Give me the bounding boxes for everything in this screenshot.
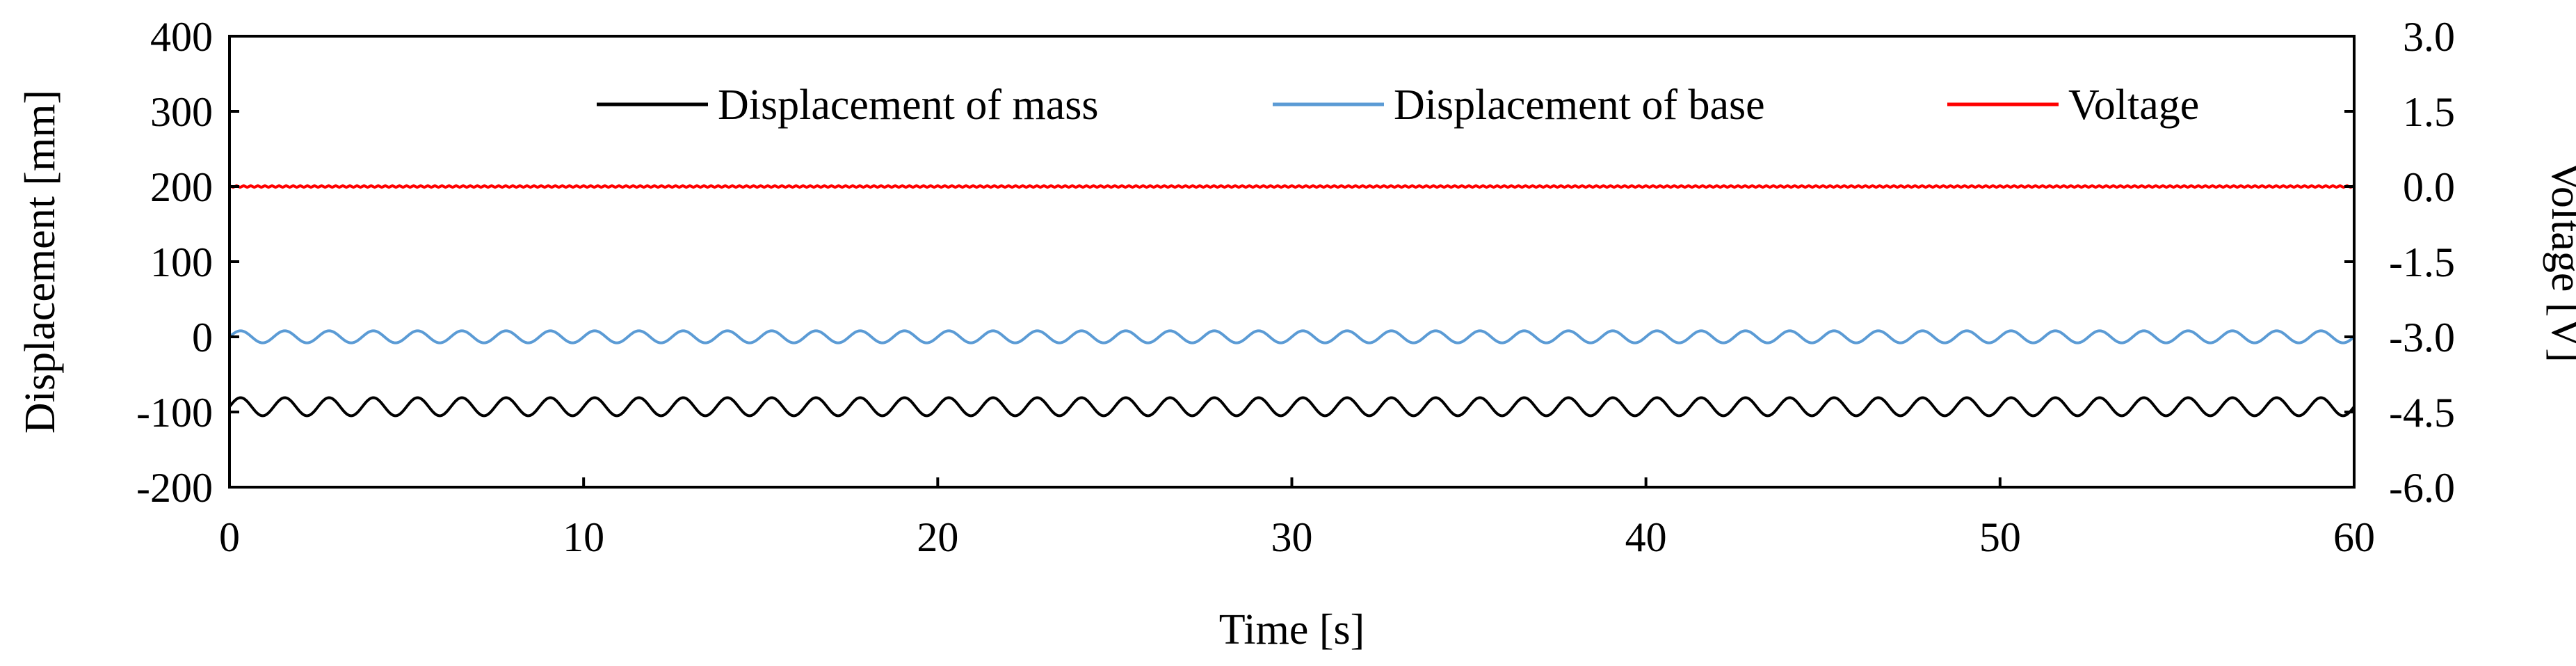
legend-label: Displacement of base [1394,81,1765,129]
x-tick-label: 20 [917,514,958,560]
y-left-tick-label: 0 [192,315,213,360]
legend-label: Voltage [2068,81,2199,129]
y-right-tick-label: 0.0 [2403,164,2455,210]
y-axis-right-title: Voltage [V] [2543,161,2576,363]
x-tick-label: 10 [563,514,604,560]
x-tick-label: 60 [2333,514,2375,560]
series-line [228,396,2356,418]
y-right-tick-label: -3.0 [2389,315,2455,360]
x-axis: 0 10 20 30 40 50 60 [219,477,2375,560]
x-tick-label: 30 [1271,514,1313,560]
y-right-tick-label: -1.5 [2389,239,2455,285]
y-axis-left: 400 300 200 100 0 -100 -200 [136,14,239,511]
legend: Displacement of mass Displacement of base… [597,81,2199,129]
y-right-tick-label: -4.5 [2389,390,2455,436]
y-left-tick-label: 400 [150,14,213,60]
y-left-tick-label: 200 [150,164,213,210]
plot-series [228,184,2356,418]
y-left-tick-label: -100 [136,390,213,436]
y-left-tick-label: 100 [150,239,213,285]
x-tick-label: 40 [1625,514,1667,560]
series-line [228,329,2356,344]
y-right-tick-label: 3.0 [2403,14,2455,60]
y-left-tick-label: 300 [150,89,213,135]
y-axis-left-title: Displacement [mm] [17,90,64,434]
x-tick-label: 0 [219,514,240,560]
x-tick-label: 50 [1979,514,2021,560]
y-left-tick-label: -200 [136,465,213,511]
series-line [229,184,2355,189]
y-right-tick-label: -6.0 [2389,465,2455,511]
y-right-tick-label: 1.5 [2403,89,2455,135]
y-axis-right: 3.0 1.5 0.0 -1.5 -3.0 -4.5 -6.0 [2344,14,2455,511]
x-axis-title: Time [s] [1219,606,1365,653]
legend-label: Displacement of mass [718,81,1099,129]
